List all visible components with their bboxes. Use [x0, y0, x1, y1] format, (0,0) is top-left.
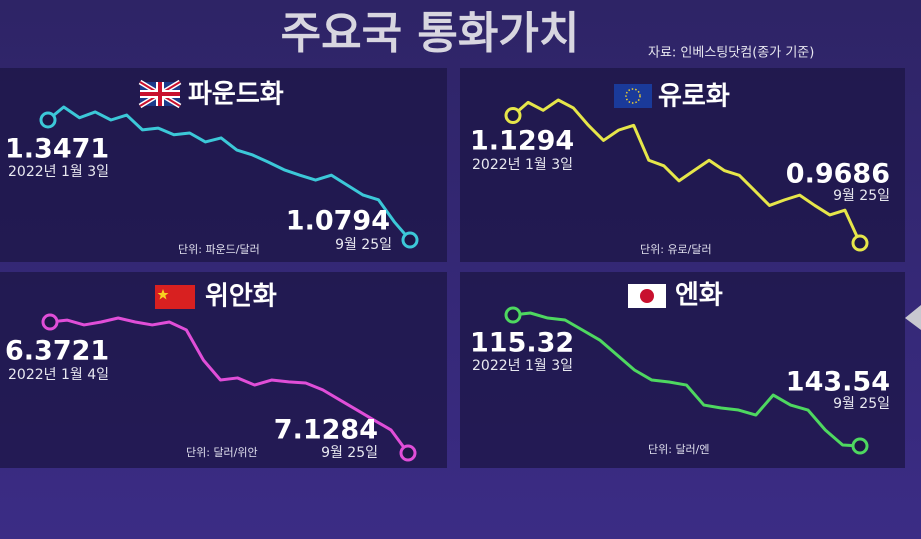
end-date: 9월 25일	[321, 445, 378, 461]
endpoint-marker	[401, 231, 419, 249]
endpoint-marker	[851, 437, 869, 455]
panel-title: 엔화	[675, 281, 723, 311]
end-value: 7.1284	[274, 415, 378, 446]
endpoint-marker	[851, 234, 869, 252]
unit-note: 단위: 유로/달러	[640, 243, 712, 256]
main-title: 주요국 통화가치	[281, 8, 580, 59]
start-value: 1.3471	[5, 134, 109, 165]
end-date: 9월 25일	[833, 188, 890, 204]
end-value: 143.54	[786, 367, 890, 398]
end-value: 1.0794	[286, 206, 390, 237]
end-value: 0.9686	[786, 159, 890, 190]
panel-title: 위안화	[205, 282, 277, 312]
unit-note: 단위: 파운드/달러	[178, 243, 260, 256]
endpoint-marker	[399, 444, 417, 462]
start-date: 2022년 1월 4일	[8, 367, 109, 383]
panel	[460, 68, 905, 262]
line	[512, 311, 861, 448]
panel	[0, 68, 447, 262]
start-date: 2022년 1월 3일	[472, 157, 573, 173]
start-value: 115.32	[470, 328, 574, 359]
source: 자료: 인베스팅닷컴(종가 기준)	[648, 46, 814, 61]
start-value: 1.1294	[470, 126, 574, 157]
end-date: 9월 25일	[335, 237, 392, 253]
endpoint-marker	[41, 313, 59, 331]
endpoint-marker	[39, 111, 57, 129]
unit-note: 단위: 달러/위안	[186, 446, 258, 459]
panel-title: 유로화	[658, 82, 730, 112]
flag-cn	[155, 285, 195, 309]
flag-eu	[614, 84, 652, 108]
edge-arrow	[905, 305, 921, 330]
flag-jp	[628, 284, 666, 308]
panel-title: 파운드화	[188, 80, 284, 110]
start-value: 6.3721	[5, 336, 109, 367]
line	[512, 98, 862, 244]
line	[49, 316, 410, 454]
endpoint-marker	[504, 107, 522, 125]
flag-uk	[138, 79, 182, 109]
panel	[0, 272, 447, 468]
line	[47, 105, 412, 241]
unit-note: 단위: 달러/엔	[648, 443, 710, 456]
endpoint-marker	[504, 306, 522, 324]
start-date: 2022년 1월 3일	[472, 358, 573, 374]
end-date: 9월 25일	[833, 396, 890, 412]
start-date: 2022년 1월 3일	[8, 164, 109, 180]
